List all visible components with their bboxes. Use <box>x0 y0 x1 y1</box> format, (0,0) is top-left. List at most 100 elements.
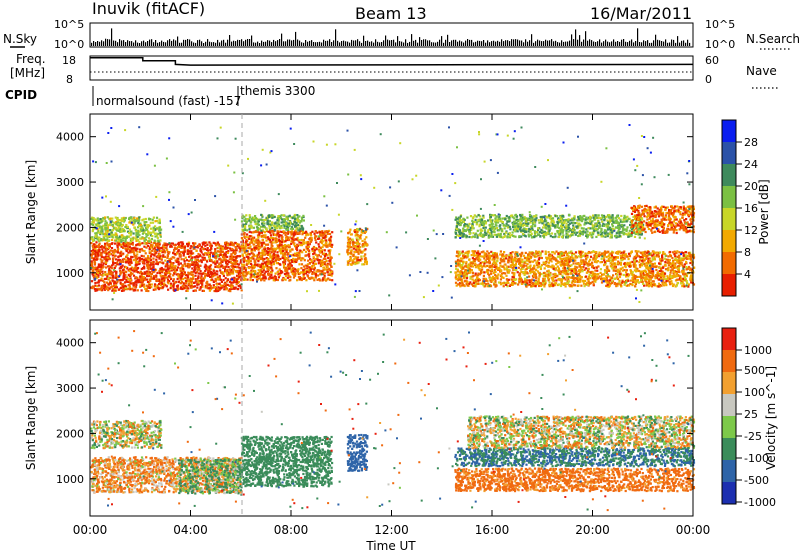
nsearch-label: N.Search <box>746 32 800 46</box>
nsky-bar <box>669 42 671 46</box>
nsky-bar <box>445 39 447 46</box>
heatmap-cell <box>99 218 102 221</box>
heatmap-cell <box>121 258 124 261</box>
heatmap-cell <box>283 273 287 276</box>
heatmap-cell <box>237 243 240 246</box>
heatmap-cell <box>189 272 192 275</box>
heatmap-cell <box>117 221 120 224</box>
nsky-bar <box>581 41 583 46</box>
nsky-bar <box>251 35 253 46</box>
heatmap-cell <box>641 280 644 284</box>
heatmap-cell <box>618 279 621 282</box>
nsky-bar <box>635 41 637 46</box>
heatmap-cell <box>276 219 279 222</box>
heatmap-cell <box>250 249 253 253</box>
heatmap-cell <box>316 259 319 262</box>
heatmap-cell <box>285 215 288 218</box>
heatmap-cell <box>478 253 481 257</box>
heatmap-cell <box>192 285 195 288</box>
heatmap-cell <box>138 257 141 260</box>
heatmap-cell <box>136 250 139 253</box>
heatmap-cell <box>346 263 349 266</box>
heatmap-cell <box>100 232 103 235</box>
nsky-bar <box>97 41 99 46</box>
heatmap-cell <box>634 285 637 288</box>
heatmap-cell <box>365 260 368 263</box>
heatmap-cell <box>90 262 93 265</box>
heatmap-cell <box>158 253 161 256</box>
heatmap-cell <box>182 285 185 288</box>
heatmap-cell <box>157 247 160 250</box>
heatmap-cell <box>262 224 265 227</box>
heatmap-cell <box>164 265 167 268</box>
nsky-bar <box>599 39 601 46</box>
heatmap-cell <box>95 288 98 291</box>
heatmap-cell <box>300 271 303 274</box>
heatmap-cell <box>286 268 289 271</box>
heatmap-cell <box>244 277 247 280</box>
nsky-bar <box>591 40 593 46</box>
heatmap-cell <box>240 245 243 248</box>
heatmap-cell <box>293 252 297 255</box>
heatmap-cell <box>267 273 270 277</box>
heatmap-cell <box>281 271 284 274</box>
heatmap-cell <box>113 255 117 258</box>
heatmap-cell <box>219 247 222 250</box>
nsky-bar <box>293 39 295 46</box>
heatmap-cell <box>149 244 153 247</box>
heatmap-cell <box>571 254 574 257</box>
heatmap-cell <box>147 217 151 220</box>
heatmap-cell <box>326 263 329 266</box>
heatmap-cell <box>253 230 256 233</box>
heatmap-cell <box>249 266 253 269</box>
heatmap-cell <box>154 250 157 253</box>
heatmap-cell <box>264 277 267 280</box>
heatmap-cell <box>132 283 135 287</box>
heatmap-cell <box>288 264 291 267</box>
heatmap-cell <box>284 268 287 271</box>
heatmap-cell <box>457 279 460 282</box>
heatmap-cell <box>355 262 358 265</box>
heatmap-cell <box>303 231 306 234</box>
heatmap-cell <box>346 249 349 252</box>
heatmap-cell <box>191 267 194 270</box>
heatmap-cell <box>106 275 109 278</box>
heatmap-cell <box>276 247 279 250</box>
heatmap-cell <box>182 273 185 276</box>
heatmap-cell <box>291 217 294 220</box>
heatmap-cell <box>102 279 105 282</box>
nsky-bar <box>497 40 499 46</box>
heatmap-cell <box>474 250 477 253</box>
heatmap-cell <box>259 277 262 280</box>
nsky-bar <box>645 41 647 46</box>
heatmap-cell <box>115 258 118 261</box>
heatmap-cell <box>294 217 297 221</box>
heatmap-cell <box>318 245 321 248</box>
heatmap-cell <box>113 282 116 285</box>
heatmap-cell <box>116 244 119 247</box>
heatmap-cell <box>549 271 552 275</box>
heatmap-cell <box>356 239 359 242</box>
heatmap-cell <box>102 262 105 265</box>
heatmap-cell <box>497 268 500 271</box>
heatmap-cell <box>303 259 306 262</box>
heatmap-cell <box>268 247 271 250</box>
nsky-bar <box>427 40 429 46</box>
heatmap-cell <box>94 218 97 221</box>
nsky-bar <box>259 43 261 46</box>
heatmap-cell <box>199 247 202 251</box>
heatmap-cell <box>143 245 146 248</box>
heatmap-cell <box>163 271 166 275</box>
heatmap-cell <box>146 256 150 259</box>
heatmap-cell <box>135 281 138 284</box>
heatmap-cell <box>480 251 483 254</box>
nsky-bar <box>657 39 659 46</box>
heatmap-cell <box>478 264 481 267</box>
heatmap-cell <box>349 256 352 259</box>
heatmap-cell <box>265 260 268 263</box>
heatmap-cell <box>232 250 235 254</box>
heatmap-cell <box>91 236 94 239</box>
nsky-bar <box>493 40 495 46</box>
heatmap-cell <box>539 254 542 257</box>
heatmap-cell <box>361 263 364 266</box>
